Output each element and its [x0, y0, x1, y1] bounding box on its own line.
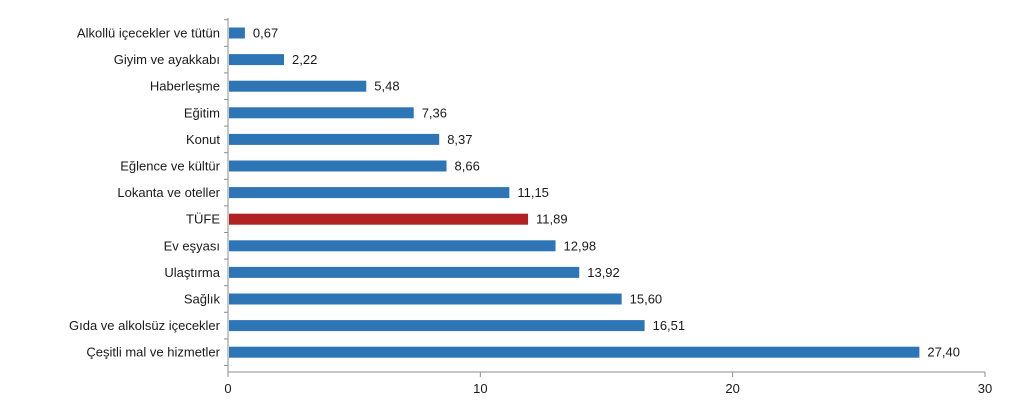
category-label: Sağlık — [184, 292, 221, 307]
value-label: 5,48 — [374, 79, 399, 94]
x-tick-label: 30 — [978, 381, 992, 396]
value-label: 2,22 — [292, 52, 317, 67]
value-label: 11,89 — [536, 212, 568, 227]
value-label: 12,98 — [564, 238, 597, 253]
bar — [229, 107, 414, 119]
category-labels-group: Alkollü içecekler ve tütün Giyim ve ayakk… — [69, 26, 221, 360]
category-label: Lokanta ve oteller — [117, 185, 220, 200]
bars-group — [229, 27, 920, 358]
bar — [229, 240, 556, 252]
value-labels-group: 0,67 2,22 5,48 7,368,37 8,66 11,15 11,89 12,98 1… — [253, 26, 960, 360]
value-label: 11,15 — [517, 185, 549, 200]
category-label: Alkollü içecekler ve tütün — [77, 26, 220, 41]
bar — [229, 346, 920, 358]
bar — [229, 27, 245, 39]
category-label: Eğitim — [184, 105, 220, 120]
x-tick-label: 20 — [725, 381, 739, 396]
category-label: Çeşitli mal ve hizmetler — [86, 345, 220, 360]
value-label: 16,51 — [653, 318, 686, 333]
bar — [229, 160, 447, 172]
value-label: 7,36 — [422, 105, 447, 120]
category-label: Haberleşme — [150, 79, 220, 94]
value-label: 0,67 — [253, 26, 278, 41]
bar — [229, 266, 580, 278]
bar — [229, 320, 645, 332]
value-label: 15,60 — [630, 292, 663, 307]
category-label: Gıda ve alkolsüz içecekler — [69, 318, 221, 333]
x-tick-label: 0 — [224, 381, 231, 396]
value-label: 8,37 — [447, 132, 472, 147]
category-label: Ulaştırma — [164, 265, 220, 280]
bar — [229, 54, 285, 66]
category-label: Giyim ve ayakkabı — [114, 52, 220, 67]
category-label: Ev eşyası — [164, 238, 220, 253]
bar — [229, 293, 622, 305]
value-label: 13,92 — [587, 265, 620, 280]
axes-group: 0 10 20 30 — [224, 18, 992, 396]
bar — [229, 80, 367, 92]
category-label: Konut — [186, 132, 220, 147]
bar — [229, 187, 510, 199]
category-label: Eğlence ve kültür — [120, 159, 220, 174]
value-label: 8,66 — [455, 159, 480, 174]
bar-highlight — [229, 213, 529, 225]
category-label: TÜFE — [186, 212, 220, 227]
x-tick-label: 10 — [473, 381, 487, 396]
value-label: 27,40 — [927, 345, 960, 360]
bar — [229, 133, 440, 145]
